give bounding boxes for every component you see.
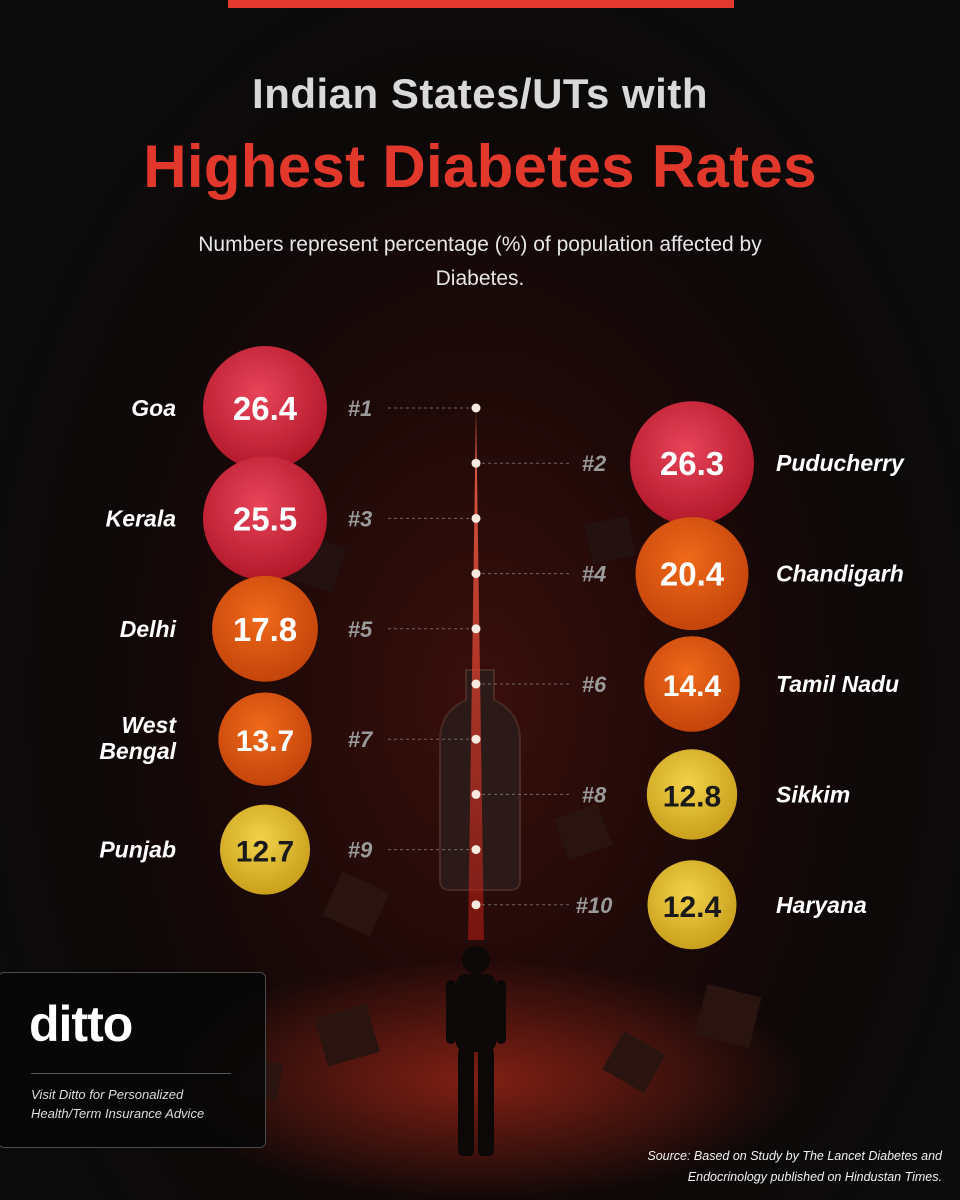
state-name-line: West bbox=[121, 712, 177, 738]
rank-label: #10 bbox=[576, 893, 613, 918]
value-bubble bbox=[630, 401, 754, 526]
value-bubble bbox=[218, 692, 312, 786]
state-name: Puducherry bbox=[776, 450, 905, 476]
value-bubble bbox=[646, 749, 738, 840]
value-bubble bbox=[203, 456, 327, 581]
brand-tagline: Visit Ditto for Personalized Health/Term… bbox=[31, 1087, 205, 1121]
rank-dot bbox=[471, 679, 481, 689]
title-line-2: Highest Diabetes Rates bbox=[143, 133, 817, 200]
title-line-1: Indian States/UTs with bbox=[252, 70, 708, 117]
value-bubble bbox=[203, 346, 327, 470]
state-name: West Bengal bbox=[99, 712, 177, 764]
state-name: Delhi bbox=[120, 616, 177, 642]
subtitle: Numbers represent percentage (%) of popu… bbox=[198, 233, 762, 290]
value-label: 25.5 bbox=[233, 500, 297, 537]
value-label: 17.8 bbox=[233, 611, 297, 648]
value-label: 12.4 bbox=[663, 891, 722, 924]
source-line-1: Source: Based on Study by The Lancet Dia… bbox=[647, 1149, 942, 1163]
state-name: Tamil Nadu bbox=[776, 671, 899, 697]
brand-divider bbox=[31, 1073, 231, 1074]
ditto-logo: ditto bbox=[29, 996, 133, 1052]
value-label: 12.8 bbox=[663, 780, 721, 813]
rank-label: #4 bbox=[582, 562, 606, 587]
rank-label: #9 bbox=[348, 838, 373, 863]
light-beam bbox=[468, 408, 484, 940]
value-bubbles: 26.4 Goa 26.3 Puducherry 25.5 Kerala 20.4 Chand… bbox=[99, 346, 905, 950]
value-label: 20.4 bbox=[660, 556, 725, 593]
value-label: 12.7 bbox=[236, 836, 294, 869]
rank-label: #8 bbox=[582, 782, 607, 807]
rank-dot bbox=[471, 789, 481, 799]
source-note: Source: Based on Study by The Lancet Dia… bbox=[542, 1146, 942, 1188]
value-label: 26.3 bbox=[660, 445, 724, 482]
debris-block bbox=[322, 871, 390, 937]
debris-block bbox=[602, 1030, 666, 1094]
state-name: Kerala bbox=[106, 505, 177, 531]
rank-dot bbox=[471, 403, 481, 413]
rank-markers: #1 #2 #3 #4 #5 #6 #7 #8 #9 #10 bbox=[348, 396, 613, 918]
rank-label: #2 bbox=[582, 451, 607, 476]
top-accent-bar bbox=[228, 0, 734, 8]
rank-dot bbox=[471, 458, 481, 468]
value-bubble bbox=[212, 575, 318, 682]
debris-block bbox=[694, 983, 762, 1049]
value-label: 26.4 bbox=[233, 390, 298, 427]
value-bubble bbox=[635, 517, 749, 631]
value-bubble bbox=[644, 636, 740, 732]
state-name: Punjab bbox=[99, 837, 176, 863]
value-label: 13.7 bbox=[236, 725, 294, 758]
state-name: Chandigarh bbox=[776, 561, 904, 587]
rank-label: #1 bbox=[348, 396, 372, 421]
debris-block bbox=[584, 515, 636, 565]
brand-card[interactable]: ditto Visit Ditto for Personalized Healt… bbox=[0, 972, 266, 1148]
state-name-line: Bengal bbox=[99, 738, 176, 764]
state-name: Haryana bbox=[776, 892, 867, 918]
rank-label: #6 bbox=[582, 672, 607, 697]
background-scene bbox=[150, 408, 810, 1200]
rank-dot bbox=[471, 513, 481, 523]
state-name: Sikkim bbox=[776, 781, 850, 807]
value-bubble bbox=[219, 804, 311, 895]
rank-dot bbox=[471, 734, 481, 744]
debris-block bbox=[314, 1003, 380, 1067]
person-silhouette bbox=[446, 946, 506, 1156]
rank-label: #7 bbox=[348, 727, 374, 752]
rank-label: #3 bbox=[348, 506, 372, 531]
value-label: 14.4 bbox=[663, 670, 722, 703]
state-name: Goa bbox=[131, 395, 176, 421]
rank-dot bbox=[471, 569, 481, 579]
rank-label: #5 bbox=[348, 617, 373, 642]
rank-dot bbox=[471, 900, 481, 910]
source-line-2: Endocrinology published on Hindustan Tim… bbox=[687, 1170, 942, 1184]
value-bubble bbox=[647, 860, 737, 950]
rank-dot bbox=[471, 624, 481, 634]
debris-block bbox=[553, 803, 613, 861]
rank-dot bbox=[471, 845, 481, 855]
